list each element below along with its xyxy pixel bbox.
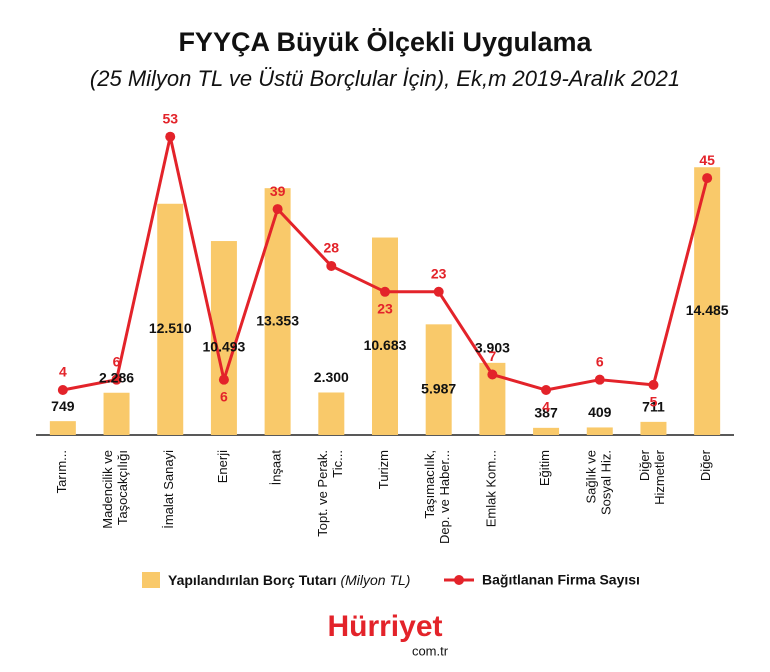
chart-subtitle: (25 Milyon TL ve Üstü Borçlular İçin), E… xyxy=(90,66,680,91)
x-tick-group: Enerji xyxy=(215,450,230,483)
bar xyxy=(264,188,291,435)
bar-value-label: 3.903 xyxy=(475,340,510,356)
line-value-label: 6 xyxy=(596,353,604,369)
legend-label: Yapılandırılan Borç Tutarı (Milyon TL) xyxy=(168,572,410,588)
line-value-label: 23 xyxy=(431,266,447,282)
logo-domain: com.tr xyxy=(412,643,449,658)
line-value-label: 28 xyxy=(324,240,340,256)
x-tick-group: Emlak Kom... xyxy=(484,450,499,527)
x-tick-label: Topt. ve Perak.Tic... xyxy=(315,450,345,537)
line-marker xyxy=(111,374,122,385)
line-marker xyxy=(218,374,229,385)
bar-value-label: 10.683 xyxy=(364,337,407,353)
bar-value-label: 5.987 xyxy=(421,380,456,396)
bar-value-label: 10.493 xyxy=(203,339,246,355)
line-marker xyxy=(433,286,444,297)
line-value-label: 4 xyxy=(59,364,67,380)
x-tick-group: Eğitim xyxy=(538,450,553,486)
x-tick-group: Diğer xyxy=(699,449,714,481)
legend-unit: (Milyon TL) xyxy=(340,572,410,588)
line-marker xyxy=(57,385,68,396)
bar-value-label: 711 xyxy=(642,399,665,415)
x-tick-label: Turizm xyxy=(376,450,391,489)
bar xyxy=(586,427,613,435)
x-tick-group: Sağlık veSosyal Hiz. xyxy=(584,450,614,515)
x-tick-group: Taşımacılık,Dep. ve Haber... xyxy=(423,450,453,544)
bar-value-label: 2.300 xyxy=(314,369,349,385)
x-tick-label: Sağlık veSosyal Hiz. xyxy=(584,450,614,515)
x-tick-label: İmalat Sanayi xyxy=(162,450,177,529)
line-value-label: 6 xyxy=(113,353,121,369)
x-tick-label: İnşaat xyxy=(269,450,284,486)
bar xyxy=(157,203,184,435)
line-value-label: 6 xyxy=(220,388,228,404)
x-tick-label: DiğerHizmetler xyxy=(637,449,667,505)
line-value-label: 7 xyxy=(488,348,496,364)
line-marker xyxy=(648,379,659,390)
line-marker xyxy=(487,369,498,380)
bar-value-label: 409 xyxy=(588,404,612,420)
bar-value-label: 12.510 xyxy=(149,320,192,336)
line-value-label: 39 xyxy=(270,183,286,199)
bar xyxy=(103,392,130,435)
x-tick-label: Enerji xyxy=(215,450,230,483)
line-marker xyxy=(326,260,337,271)
bar xyxy=(318,392,345,435)
logo: Hürriyet xyxy=(327,610,442,643)
bar-value-label: 14.485 xyxy=(686,302,729,318)
bar xyxy=(49,421,76,435)
line-value-label: 4 xyxy=(542,399,550,415)
bar xyxy=(425,324,452,435)
line-marker xyxy=(541,385,552,396)
chart-title: FYYÇA Büyük Ölçekli Uygulama xyxy=(178,27,592,57)
line-value-label: 45 xyxy=(699,152,715,168)
bar xyxy=(372,237,398,435)
x-tick-group: İnşaat xyxy=(269,450,284,486)
bar xyxy=(533,427,560,435)
legend-marker xyxy=(454,575,464,585)
legend-label: Bağıtlanan Firma Sayısı xyxy=(482,572,640,588)
line-value-label: 53 xyxy=(162,110,178,126)
line-marker xyxy=(702,173,713,184)
x-tick-group: DiğerHizmetler xyxy=(637,449,667,505)
bar-value-label: 749 xyxy=(51,398,75,414)
bar-value-label: 2.286 xyxy=(99,369,134,385)
x-tick-group: Turizm xyxy=(376,450,391,489)
bar xyxy=(640,421,667,435)
x-tick-label: Emlak Kom... xyxy=(484,450,499,527)
x-tick-group: Topt. ve Perak.Tic... xyxy=(315,450,345,537)
x-tick-label: Eğitim xyxy=(538,450,553,486)
x-tick-label: Taşımacılık,Dep. ve Haber... xyxy=(423,450,453,544)
legend-swatch-bar xyxy=(142,572,160,588)
x-tick-group: Madencilik veTaşocakçılığı xyxy=(100,450,130,529)
line-marker xyxy=(165,131,176,142)
legend-name: Yapılandırılan Borç Tutarı xyxy=(168,572,337,588)
bar-value-label: 387 xyxy=(534,405,558,421)
x-tick-group: İmalat Sanayi xyxy=(162,450,177,529)
x-tick-label: Madencilik veTaşocakçılığı xyxy=(100,450,130,529)
x-tick-label: Diğer xyxy=(699,449,714,481)
line-marker xyxy=(380,286,390,297)
line-marker xyxy=(272,204,283,215)
line-value-label: 5 xyxy=(650,394,658,410)
bar-value-label: 13.353 xyxy=(256,312,299,328)
x-tick-group: Tarım... xyxy=(54,450,69,493)
x-tick-label: Tarım... xyxy=(54,450,69,493)
line-value-label: 23 xyxy=(377,301,393,317)
line-marker xyxy=(594,374,605,385)
